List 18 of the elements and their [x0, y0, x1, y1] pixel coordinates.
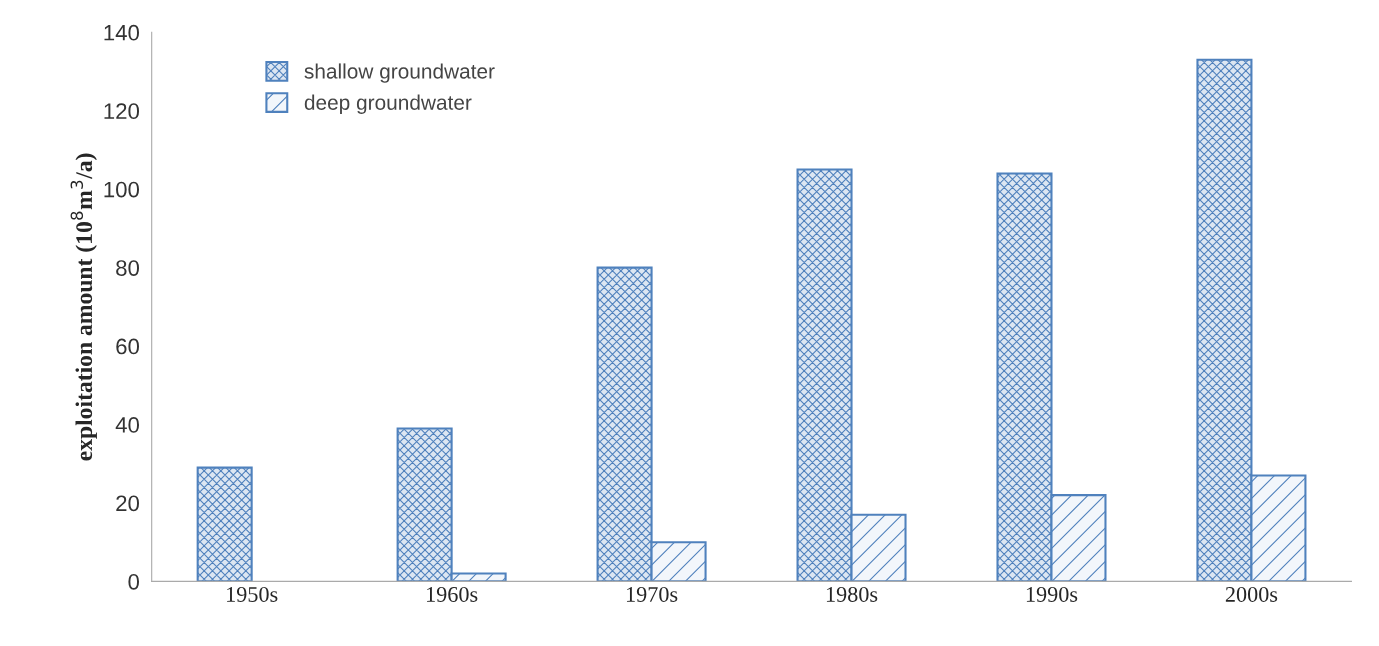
y-tick-label: 120: [104, 103, 140, 120]
x-tick-label: 1960s: [427, 586, 478, 602]
y-tick-label: 0: [128, 573, 140, 590]
legend-label: shallow groundwater: [304, 63, 495, 83]
x-tick-label: 1950s: [227, 586, 278, 602]
y-tick-label: 60: [116, 338, 140, 355]
y-tick-label: 100: [104, 181, 140, 198]
y-tick-label: 20: [116, 495, 140, 512]
x-tick-label: 2000s: [1225, 586, 1278, 602]
bar: [196, 466, 253, 582]
y-tick-label: 140: [104, 24, 140, 41]
y-tick-label: 80: [116, 260, 140, 276]
x-tick-label: 1970s: [626, 586, 678, 602]
y-tick-label: 40: [115, 417, 140, 433]
legend-label: deep groundwater: [304, 94, 472, 115]
x-tick-label: 1980s: [826, 586, 878, 602]
x-tick-label: 1990s: [1026, 586, 1078, 602]
y-axis-title: exploitation amount (10$^{8}$m$^{3}$/a): [70, 153, 97, 461]
